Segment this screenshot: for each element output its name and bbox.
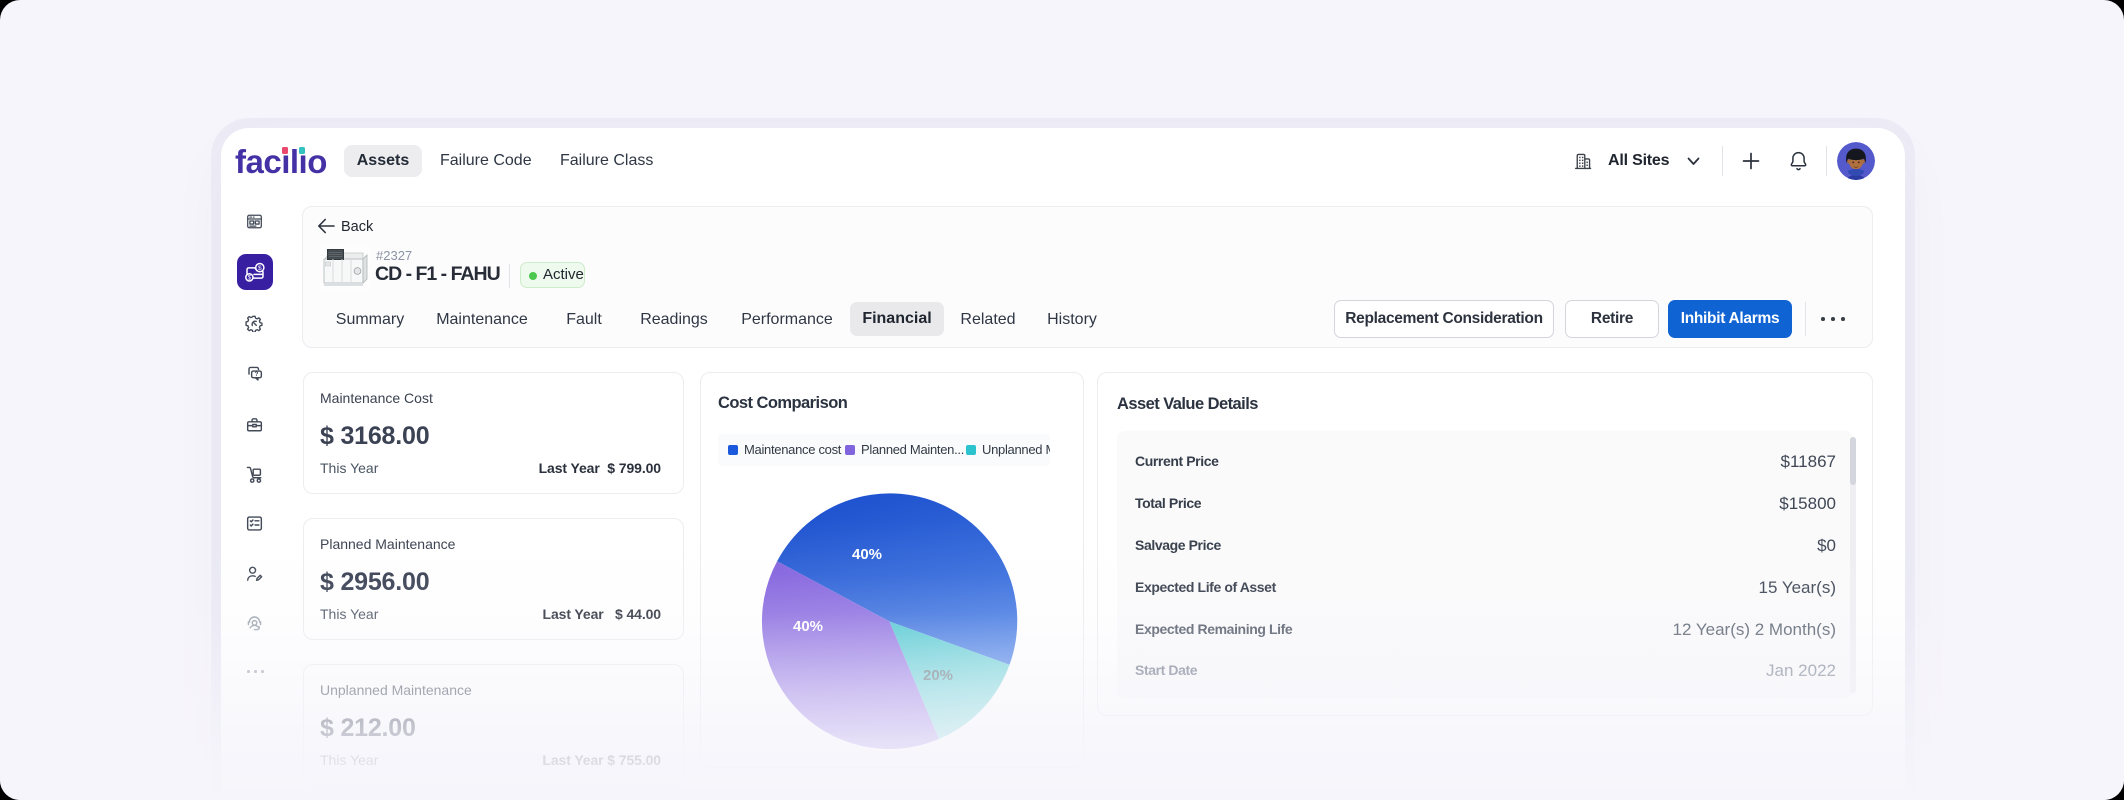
svg-text:40%: 40%	[793, 618, 823, 635]
svg-text:40%: 40%	[852, 546, 882, 563]
svg-text:$: $	[258, 265, 262, 272]
svg-text:20%: 20%	[923, 667, 953, 684]
svg-text:$: $	[248, 276, 252, 282]
svg-text:?: ?	[255, 371, 259, 378]
